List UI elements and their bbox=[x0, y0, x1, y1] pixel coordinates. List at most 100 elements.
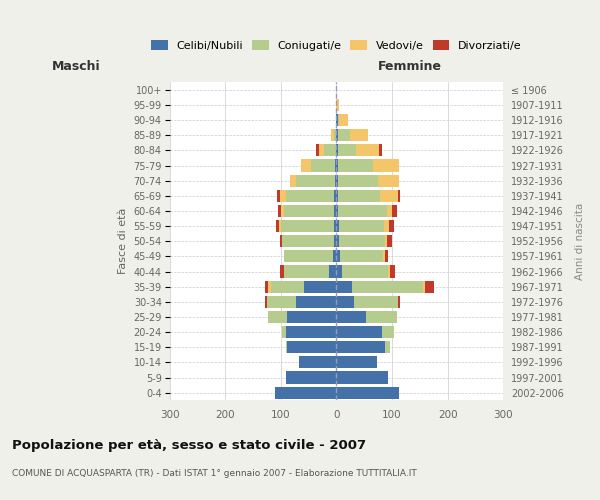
Bar bbox=[334, 205, 337, 217]
Bar bbox=[384, 220, 389, 232]
Bar bbox=[286, 190, 334, 202]
Bar bbox=[278, 205, 281, 217]
Bar bbox=[334, 220, 337, 232]
Y-axis label: Fasce di età: Fasce di età bbox=[118, 208, 128, 274]
Bar bbox=[338, 144, 356, 156]
Bar bbox=[280, 190, 286, 202]
Bar bbox=[265, 280, 268, 292]
Bar bbox=[337, 326, 382, 338]
Bar bbox=[385, 235, 387, 248]
Bar bbox=[337, 205, 338, 217]
Bar bbox=[350, 129, 368, 141]
Bar bbox=[301, 160, 311, 172]
Bar bbox=[290, 174, 296, 186]
Bar bbox=[352, 280, 423, 292]
Bar bbox=[276, 220, 278, 232]
Bar bbox=[382, 326, 394, 338]
Bar bbox=[392, 205, 397, 217]
Bar bbox=[356, 144, 379, 156]
Bar bbox=[335, 160, 337, 172]
Bar bbox=[284, 266, 329, 278]
Y-axis label: Anni di nascita: Anni di nascita bbox=[575, 202, 585, 280]
Bar bbox=[337, 296, 354, 308]
Bar bbox=[338, 220, 384, 232]
Bar bbox=[334, 129, 337, 141]
Bar bbox=[390, 266, 395, 278]
Bar bbox=[337, 250, 340, 262]
Bar bbox=[373, 160, 400, 172]
Bar bbox=[316, 144, 319, 156]
Bar bbox=[354, 296, 398, 308]
Bar bbox=[277, 190, 280, 202]
Bar bbox=[337, 341, 385, 353]
Bar bbox=[304, 280, 337, 292]
Bar bbox=[286, 372, 337, 384]
Bar bbox=[423, 280, 425, 292]
Bar bbox=[425, 280, 434, 292]
Bar bbox=[389, 220, 394, 232]
Bar bbox=[337, 235, 339, 248]
Bar bbox=[367, 311, 397, 323]
Bar bbox=[337, 266, 342, 278]
Bar bbox=[337, 144, 338, 156]
Bar bbox=[337, 280, 352, 292]
Bar bbox=[287, 341, 337, 353]
Bar bbox=[335, 174, 337, 186]
Bar bbox=[296, 174, 335, 186]
Bar bbox=[398, 190, 400, 202]
Bar bbox=[331, 129, 334, 141]
Bar bbox=[338, 174, 378, 186]
Bar bbox=[337, 114, 338, 126]
Bar bbox=[337, 356, 377, 368]
Bar bbox=[338, 205, 387, 217]
Bar bbox=[268, 296, 296, 308]
Bar bbox=[334, 190, 337, 202]
Bar bbox=[282, 326, 286, 338]
Bar bbox=[342, 266, 388, 278]
Bar bbox=[398, 296, 400, 308]
Bar bbox=[271, 280, 304, 292]
Bar bbox=[333, 250, 337, 262]
Bar bbox=[380, 190, 398, 202]
Bar bbox=[340, 250, 383, 262]
Bar bbox=[284, 205, 334, 217]
Bar bbox=[337, 174, 338, 186]
Bar bbox=[379, 144, 382, 156]
Bar bbox=[286, 341, 287, 353]
Bar bbox=[281, 205, 284, 217]
Bar bbox=[319, 144, 324, 156]
Bar bbox=[265, 296, 268, 308]
Bar bbox=[337, 129, 338, 141]
Bar bbox=[337, 372, 388, 384]
Bar bbox=[281, 220, 334, 232]
Bar bbox=[278, 220, 281, 232]
Bar bbox=[337, 99, 339, 111]
Bar bbox=[387, 235, 392, 248]
Bar bbox=[337, 220, 338, 232]
Bar bbox=[383, 250, 385, 262]
Bar bbox=[338, 160, 373, 172]
Bar bbox=[339, 235, 385, 248]
Bar bbox=[337, 190, 338, 202]
Text: COMUNE DI ACQUASPARTA (TR) - Dati ISTAT 1° gennaio 2007 - Elaborazione TUTTITALI: COMUNE DI ACQUASPARTA (TR) - Dati ISTAT … bbox=[12, 468, 417, 477]
Bar bbox=[296, 296, 337, 308]
Bar bbox=[299, 356, 337, 368]
Bar bbox=[280, 235, 283, 248]
Text: Maschi: Maschi bbox=[52, 60, 100, 72]
Bar bbox=[268, 280, 271, 292]
Bar bbox=[283, 235, 334, 248]
Bar bbox=[378, 174, 400, 186]
Bar bbox=[337, 386, 399, 399]
Bar bbox=[387, 205, 392, 217]
Bar bbox=[268, 311, 287, 323]
Bar bbox=[275, 386, 337, 399]
Bar bbox=[329, 266, 337, 278]
Bar bbox=[311, 160, 335, 172]
Bar bbox=[339, 114, 347, 126]
Bar bbox=[284, 250, 333, 262]
Bar bbox=[338, 190, 380, 202]
Bar bbox=[324, 144, 337, 156]
Text: Femmine: Femmine bbox=[378, 60, 442, 72]
Bar bbox=[338, 114, 339, 126]
Bar bbox=[385, 341, 390, 353]
